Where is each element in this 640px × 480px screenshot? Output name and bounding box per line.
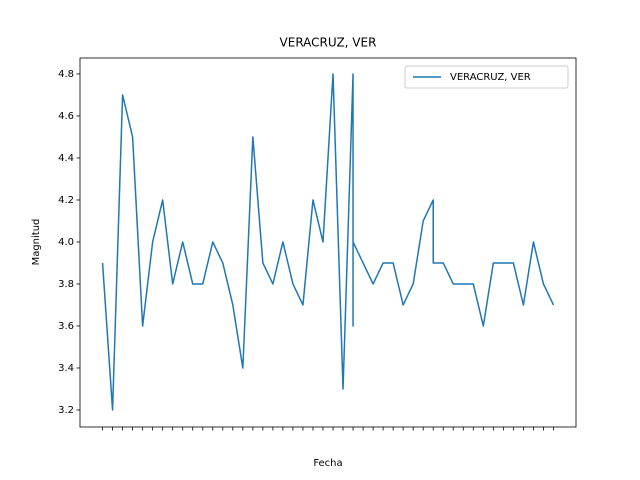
data-line bbox=[101, 73, 555, 411]
legend-label: VERACRUZ, VER bbox=[450, 72, 531, 83]
y-axis-label: Magnitud bbox=[31, 219, 42, 266]
plot-frame bbox=[79, 57, 577, 428]
x-axis-label: Fecha bbox=[313, 458, 342, 469]
chart-title: VERACRUZ, VER bbox=[280, 36, 377, 50]
y-tick-label: 3.4 bbox=[58, 363, 74, 374]
y-tick-label: 3.6 bbox=[58, 321, 74, 332]
y-tick-label: 4.2 bbox=[58, 195, 74, 206]
y-tick-label: 4.8 bbox=[58, 69, 74, 80]
y-tick-label: 3.8 bbox=[58, 279, 74, 290]
y-tick-label: 4.6 bbox=[58, 111, 74, 122]
legend-box bbox=[404, 65, 569, 89]
y-tick-label: 4.0 bbox=[58, 237, 74, 248]
y-tick-label: 3.2 bbox=[58, 405, 74, 416]
y-tick-label: 4.4 bbox=[58, 153, 74, 164]
